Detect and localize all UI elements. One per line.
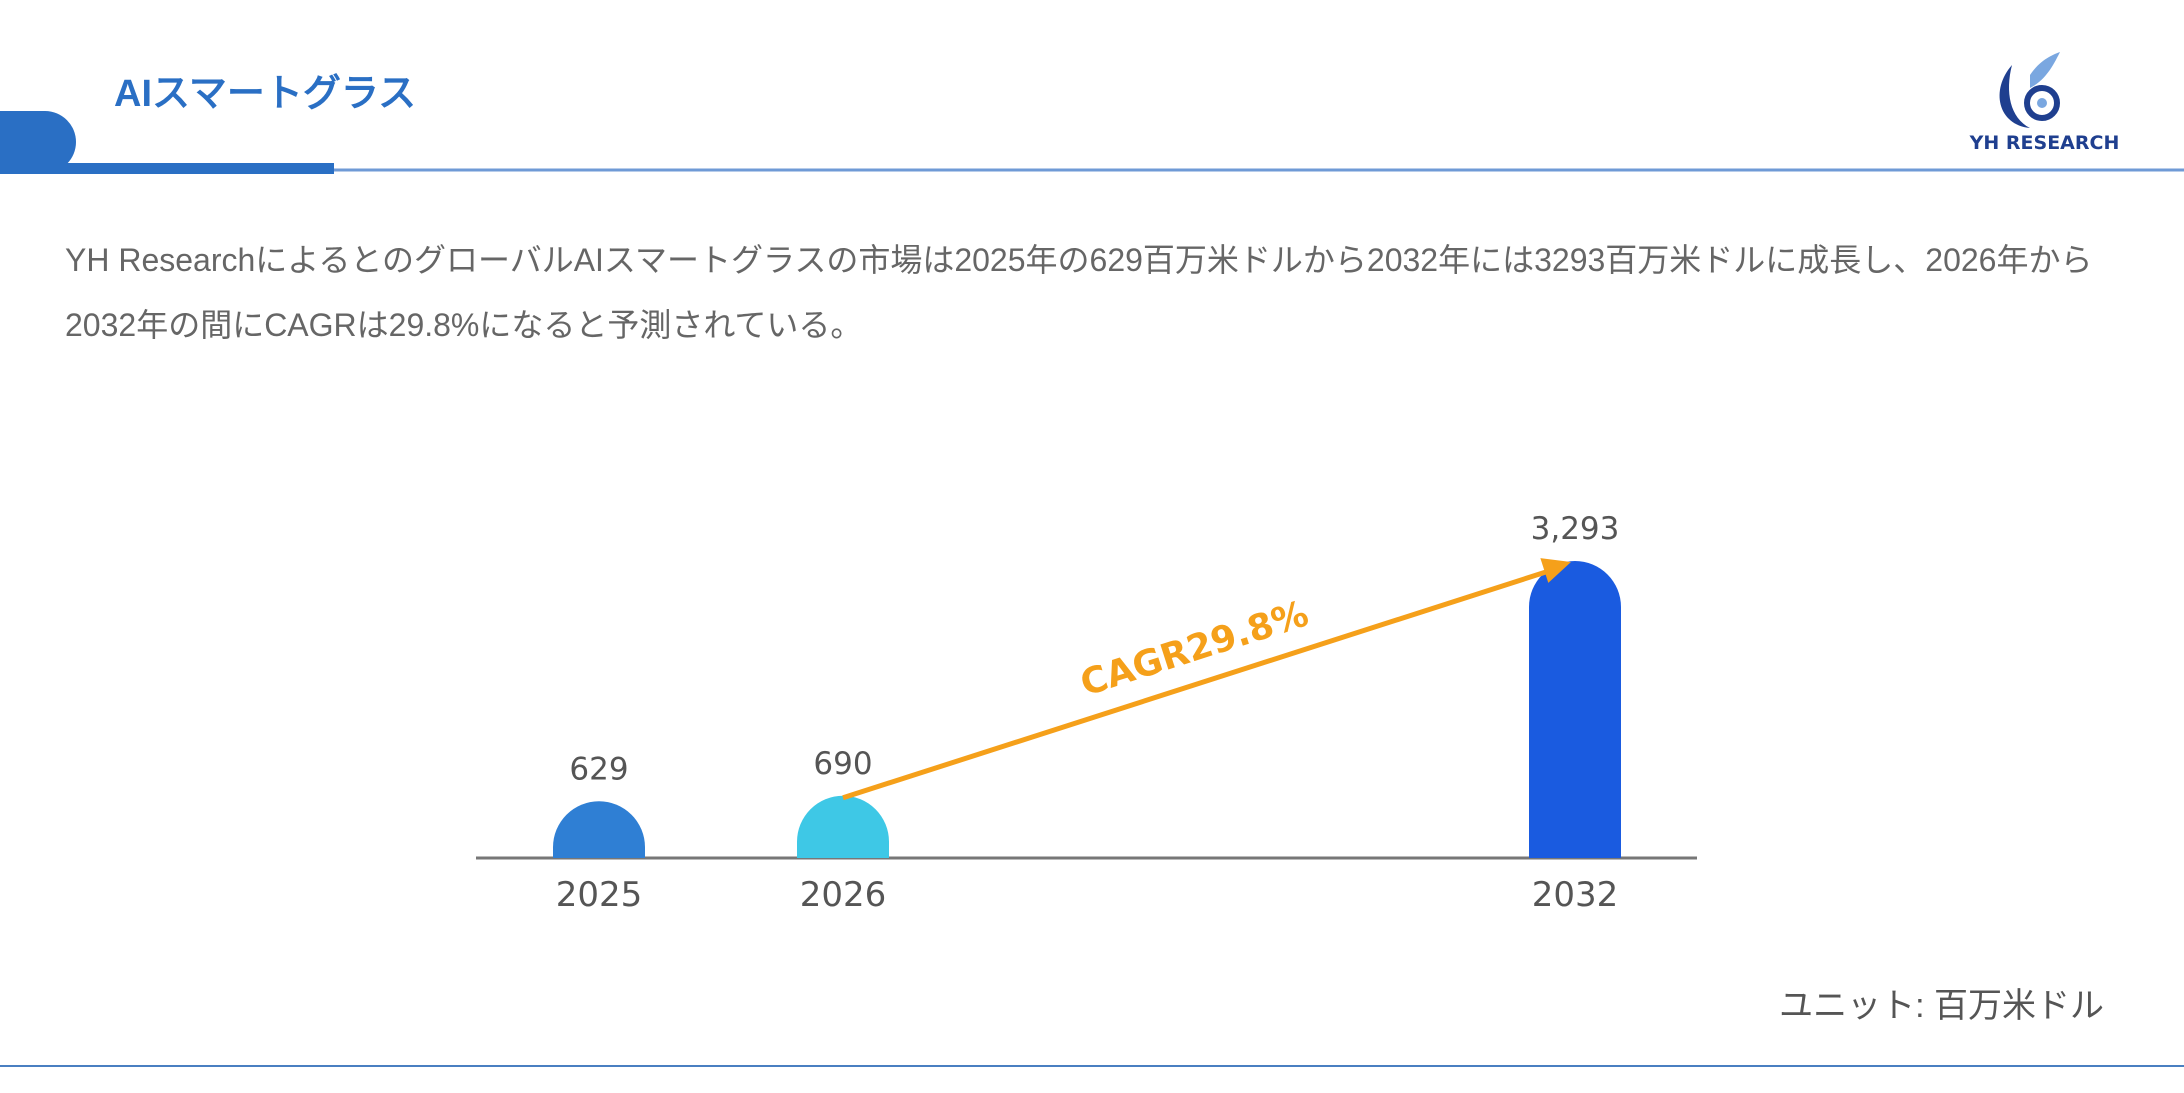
cagr-label: CAGR29.8% [1076, 593, 1314, 704]
value-label: 3,293 [1531, 511, 1620, 547]
bar [1529, 561, 1621, 858]
x-tick-label: 2032 [1532, 875, 1619, 915]
description: YH ResearchによるとのグローバルAIスマートグラスの市場は2025年の… [65, 242, 2093, 343]
value-label: 629 [569, 751, 628, 787]
header-tab [0, 111, 76, 173]
x-tick-label: 2026 [800, 875, 887, 915]
x-tick-label: 2025 [556, 875, 643, 915]
page-title: AIスマートグラス [114, 73, 417, 115]
bar [553, 801, 645, 858]
arrow-head [1540, 558, 1571, 583]
bar [797, 795, 890, 858]
unit-label: ユニット: 百万米ドル [1779, 987, 2104, 1025]
value-label: 690 [813, 746, 872, 782]
logo-icon [1999, 52, 2060, 128]
header-bar [0, 163, 334, 174]
logo-text: YH RESEARCH [1969, 132, 2120, 154]
cagr-arrow [842, 568, 1550, 801]
